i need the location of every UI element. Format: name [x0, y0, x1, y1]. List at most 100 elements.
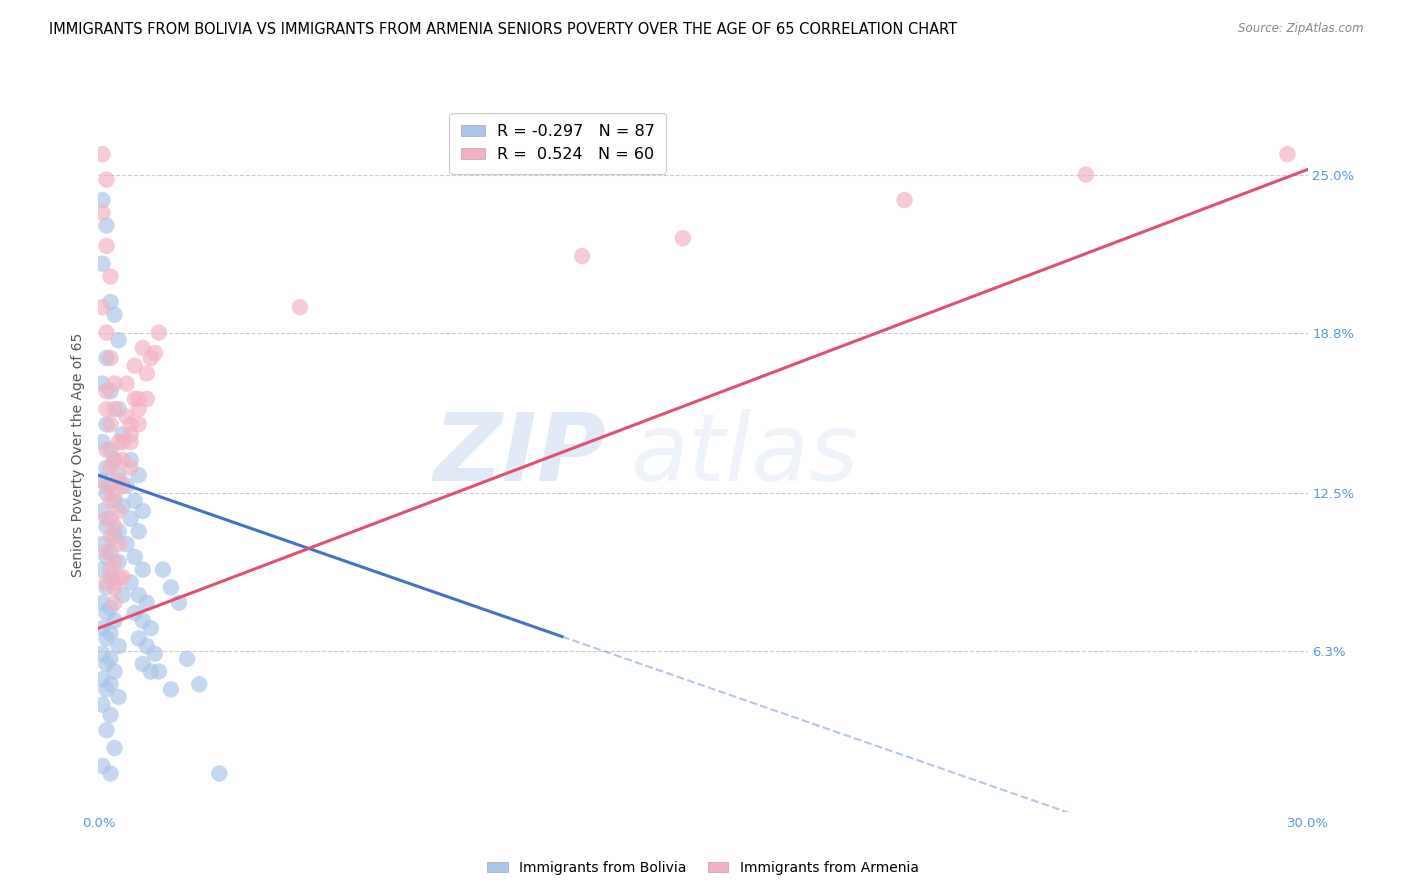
Y-axis label: Seniors Poverty Over the Age of 65: Seniors Poverty Over the Age of 65	[72, 333, 86, 577]
Point	[120, 435, 142, 450]
Point	[96, 581, 118, 595]
Point	[91, 759, 114, 773]
Point	[120, 575, 142, 590]
Point	[135, 367, 157, 381]
Point	[96, 632, 118, 646]
Point	[91, 300, 114, 314]
Point	[100, 652, 122, 666]
Point	[139, 351, 162, 365]
Point	[128, 392, 150, 406]
Point	[103, 529, 125, 543]
Point	[96, 326, 118, 340]
Point	[91, 435, 114, 450]
Point	[107, 537, 129, 551]
Point	[107, 555, 129, 569]
Point	[100, 529, 122, 543]
Point	[91, 621, 114, 635]
Point	[103, 453, 125, 467]
Point	[132, 504, 155, 518]
Point	[96, 351, 118, 365]
Point	[103, 581, 125, 595]
Point	[160, 581, 183, 595]
Point	[124, 493, 146, 508]
Point	[91, 206, 114, 220]
Point	[111, 478, 134, 492]
Point	[167, 596, 190, 610]
Point	[100, 295, 122, 310]
Point	[100, 570, 122, 584]
Point	[103, 486, 125, 500]
Point	[103, 376, 125, 391]
Point	[96, 172, 118, 186]
Point	[96, 549, 118, 564]
Point	[96, 460, 118, 475]
Point	[100, 677, 122, 691]
Point	[111, 427, 134, 442]
Point	[120, 417, 142, 432]
Point	[103, 665, 125, 679]
Point	[143, 647, 166, 661]
Point	[96, 442, 118, 457]
Legend: Immigrants from Bolivia, Immigrants from Armenia: Immigrants from Bolivia, Immigrants from…	[482, 855, 924, 880]
Point	[128, 524, 150, 539]
Point	[100, 351, 122, 365]
Point	[132, 614, 155, 628]
Point	[100, 478, 122, 492]
Point	[1074, 168, 1097, 182]
Point	[91, 672, 114, 686]
Text: IMMIGRANTS FROM BOLIVIA VS IMMIGRANTS FROM ARMENIA SENIORS POVERTY OVER THE AGE : IMMIGRANTS FROM BOLIVIA VS IMMIGRANTS FR…	[49, 22, 957, 37]
Point	[96, 219, 118, 233]
Point	[96, 575, 118, 590]
Point	[111, 453, 134, 467]
Point	[100, 442, 122, 457]
Point	[103, 519, 125, 533]
Point	[120, 511, 142, 525]
Point	[152, 563, 174, 577]
Point	[128, 402, 150, 417]
Point	[96, 486, 118, 500]
Point	[135, 392, 157, 406]
Point	[100, 707, 122, 722]
Point	[103, 402, 125, 417]
Point	[107, 435, 129, 450]
Point	[91, 537, 114, 551]
Legend: R = -0.297   N = 87, R =  0.524   N = 60: R = -0.297 N = 87, R = 0.524 N = 60	[450, 113, 666, 174]
Point	[128, 632, 150, 646]
Point	[96, 239, 118, 253]
Point	[91, 257, 114, 271]
Point	[91, 147, 114, 161]
Point	[96, 723, 118, 738]
Point	[96, 402, 118, 417]
Point	[100, 600, 122, 615]
Point	[96, 384, 118, 399]
Text: ZIP: ZIP	[433, 409, 606, 501]
Point	[107, 570, 129, 584]
Point	[91, 647, 114, 661]
Point	[124, 549, 146, 564]
Point	[132, 657, 155, 671]
Point	[1277, 147, 1299, 161]
Point	[143, 346, 166, 360]
Point	[96, 606, 118, 620]
Point	[111, 435, 134, 450]
Point	[124, 606, 146, 620]
Point	[100, 269, 122, 284]
Point	[135, 639, 157, 653]
Point	[107, 333, 129, 347]
Point	[96, 478, 118, 492]
Point	[103, 741, 125, 756]
Point	[139, 621, 162, 635]
Point	[107, 504, 129, 518]
Point	[128, 468, 150, 483]
Point	[91, 376, 114, 391]
Point	[672, 231, 695, 245]
Point	[135, 596, 157, 610]
Point	[115, 537, 138, 551]
Point	[103, 493, 125, 508]
Point	[120, 460, 142, 475]
Point	[132, 341, 155, 355]
Point	[107, 639, 129, 653]
Point	[100, 626, 122, 640]
Point	[120, 453, 142, 467]
Point	[100, 766, 122, 780]
